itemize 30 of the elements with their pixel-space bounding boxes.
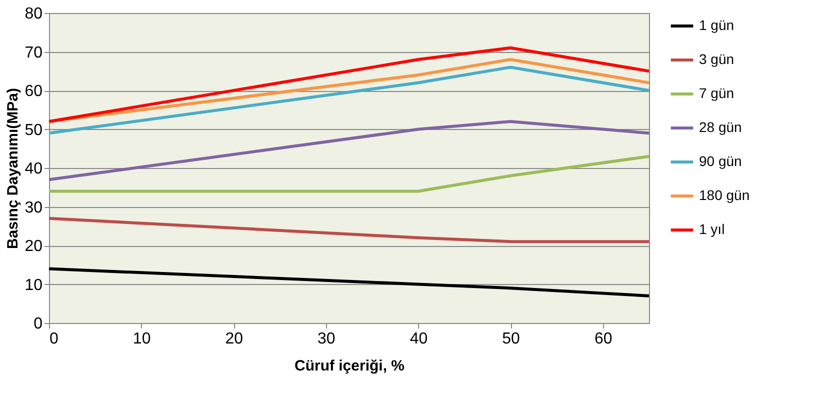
y-tick-label: 20 [24, 238, 43, 255]
x-tick-label: 40 [410, 330, 428, 348]
x-tick-label: 0 [50, 330, 58, 348]
y-tick-label: 0 [34, 316, 43, 332]
y-tick-label: 60 [24, 83, 43, 100]
legend-label: 1 yıl [699, 221, 725, 237]
line-series [48, 66, 650, 135]
x-tick-label: 20 [225, 330, 244, 348]
line-series [48, 46, 650, 123]
y-tick-label: 50 [24, 122, 43, 139]
y-tick-label: 80 [24, 6, 43, 22]
x-tick-label: 50 [502, 330, 520, 348]
y-axis-title: Basınç Dayanımı(MPa) [4, 88, 22, 249]
legend-label: 3 gün [699, 51, 734, 67]
legend-label: 90 gün [699, 153, 742, 169]
y-tick-label: 70 [24, 44, 43, 62]
y-tick-label: 10 [24, 276, 43, 294]
x-axis-title: Cüruf içeriği, % [294, 358, 405, 374]
line-series [48, 120, 650, 182]
x-tick-label: 30 [318, 330, 336, 348]
x-tick-label: 60 [594, 330, 612, 348]
legend-label: 7 gün [699, 85, 734, 101]
line-series [48, 58, 650, 123]
y-tick-label: 30 [24, 199, 43, 216]
line-series [48, 267, 650, 298]
legend-label: 28 gün [699, 119, 742, 135]
y-tick-label: 40 [24, 160, 43, 178]
x-tick-label: 10 [132, 330, 151, 348]
legend-label: 1 gün [699, 17, 734, 33]
legend-label: 180 gün [699, 187, 750, 203]
